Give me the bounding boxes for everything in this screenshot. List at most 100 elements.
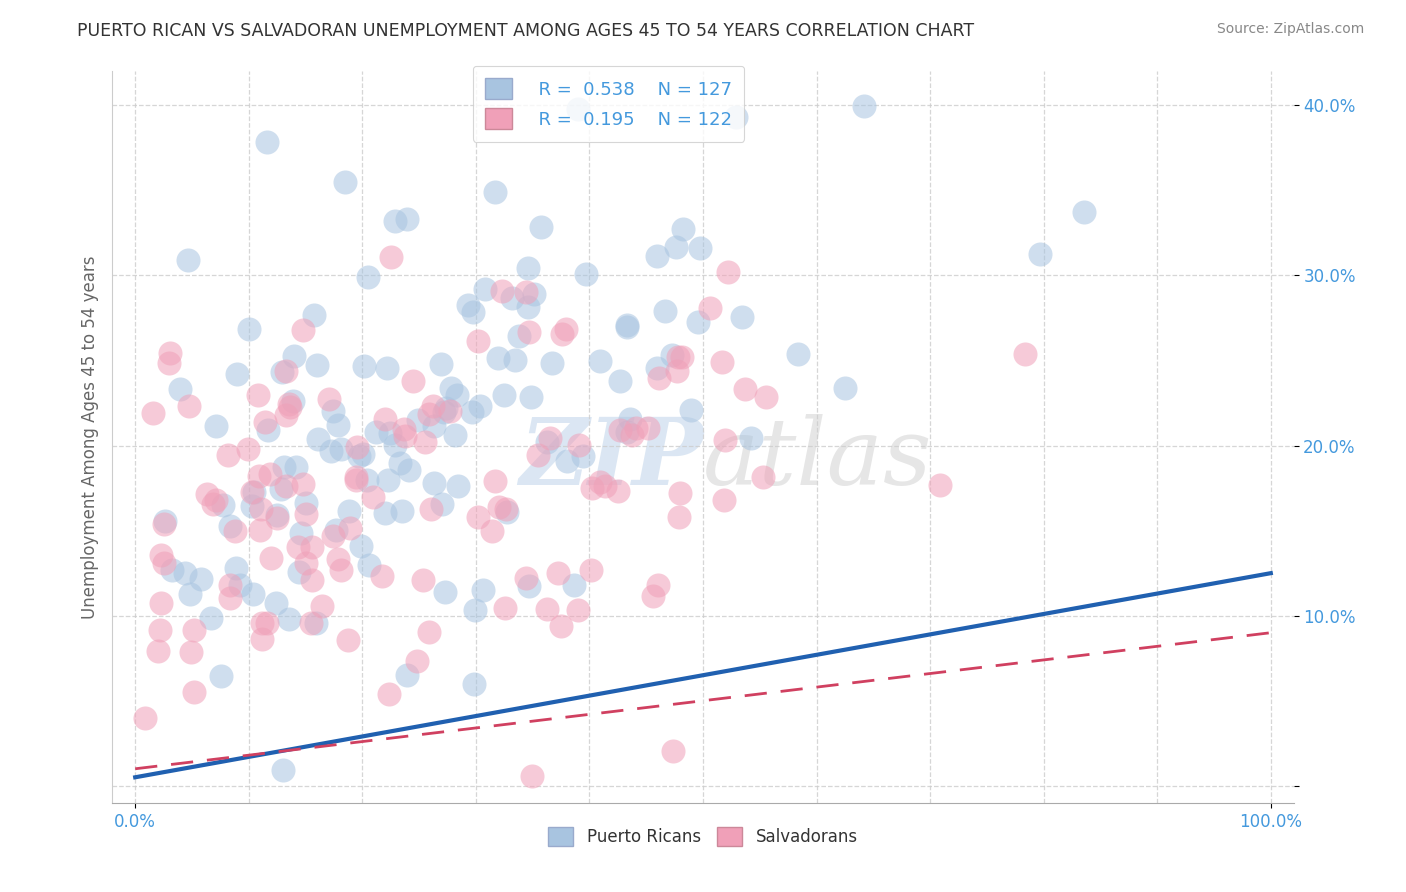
Point [173,566,195,580]
Point [350,540,373,554]
Point [665,240,688,254]
Point [520,769,543,783]
Point [392,422,415,436]
Point [412,573,434,587]
Point [153,556,176,570]
Point [734,382,756,396]
Point [149,624,172,638]
Point [218,591,240,606]
Point [433,585,456,599]
Point [396,212,419,227]
Point [752,470,775,484]
Point [153,514,176,528]
Point [159,345,181,359]
Point [434,401,457,415]
Point [401,374,423,388]
Point [481,524,503,539]
Point [731,310,754,325]
Point [472,582,495,597]
Point [380,250,402,264]
Point [205,492,228,507]
Point [699,301,721,316]
Point [361,490,384,504]
Point [356,473,378,487]
Point [211,499,233,513]
Point [378,425,401,440]
Point [278,612,301,626]
Point [325,524,347,538]
Point [249,469,271,483]
Point [374,412,396,426]
Point [440,381,463,395]
Point [423,418,446,433]
Point [305,615,328,630]
Point [616,319,638,334]
Point [686,315,709,329]
Point [270,482,292,496]
Point [550,619,572,633]
Point [422,399,444,413]
Point [278,397,301,411]
Point [195,487,218,501]
Point [647,578,669,592]
Point [668,510,690,524]
Point [283,349,305,363]
Text: ZIP: ZIP [519,414,703,504]
Point [260,551,283,566]
Point [329,442,352,456]
Point [671,350,693,364]
Point [672,222,695,236]
Point [439,404,461,418]
Point [287,541,309,555]
Point [486,351,509,366]
Point [281,393,304,408]
Y-axis label: Unemployment Among Ages 45 to 54 years: Unemployment Among Ages 45 to 54 years [80,255,98,619]
Point [711,355,734,369]
Point [278,400,301,414]
Point [301,540,323,554]
Point [413,434,436,449]
Point [928,478,950,492]
Point [515,570,537,584]
Point [609,375,631,389]
Point [516,261,538,276]
Point [418,407,440,421]
Text: Source: ZipAtlas.com: Source: ZipAtlas.com [1216,22,1364,37]
Point [495,505,517,519]
Point [491,284,513,298]
Point [1014,346,1036,360]
Point [190,573,212,587]
Point [226,368,249,382]
Point [550,327,572,342]
Point [503,352,526,367]
Point [384,438,406,452]
Point [328,417,350,432]
Point [270,365,292,379]
Point [285,460,308,475]
Point [217,448,239,462]
Point [339,521,361,535]
Point [527,448,550,462]
Point [160,563,183,577]
Point [616,425,638,440]
Point [333,175,356,189]
Point [240,500,263,514]
Point [589,353,612,368]
Point [157,356,180,370]
Point [290,526,312,541]
Point [609,423,631,437]
Point [668,350,690,364]
Point [344,470,367,484]
Point [201,497,224,511]
Point [150,548,173,562]
Point [326,552,349,566]
Point [250,501,273,516]
Point [554,322,576,336]
Point [377,687,399,701]
Point [689,241,711,255]
Point [264,595,287,609]
Point [494,600,516,615]
Point [1029,246,1052,260]
Point [389,456,412,470]
Text: PUERTO RICAN VS SALVADORAN UNEMPLOYMENT AMONG AGES 45 TO 54 YEARS CORRELATION CH: PUERTO RICAN VS SALVADORAN UNEMPLOYMENT … [77,22,974,40]
